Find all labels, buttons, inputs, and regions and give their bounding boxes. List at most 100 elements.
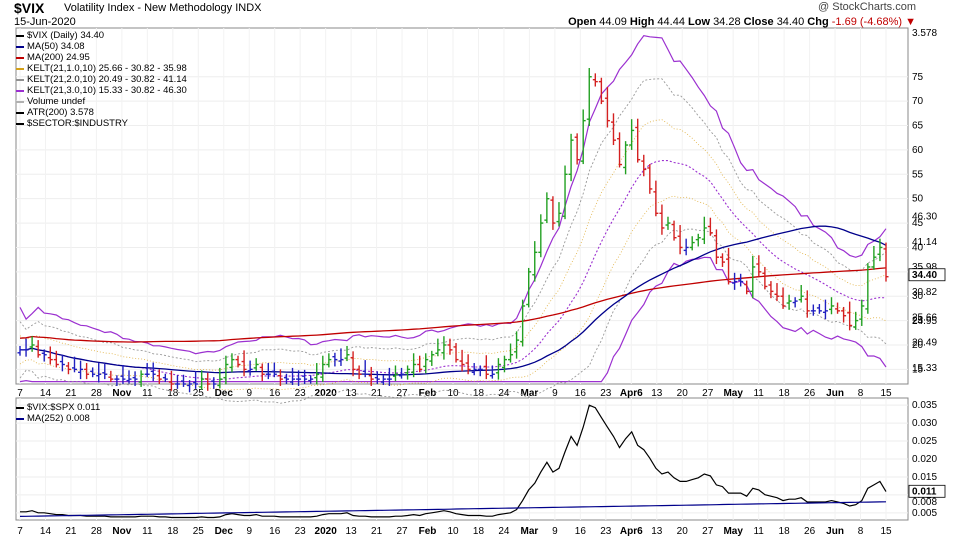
price-y-tick-label: 60 [912,145,924,156]
price-x-tick-label: 16 [269,388,281,399]
ratio-x-tick-label: 23 [600,526,612,537]
ratio-x-tick-label: 2020 [315,526,338,537]
price-x-tick-label: 27 [396,388,408,399]
price-y-tick-label: 70 [912,96,924,107]
price-x-tick-label: Jun [826,388,844,399]
price-x-tick-label: 18 [167,388,179,399]
ratio-legend: $VIX:$SPX 0.011 MA(252) 0.008 [16,402,100,424]
legend-item-swatch [16,67,24,70]
price-x-tick-label: 10 [447,388,459,399]
ratio-x-tick-label: 14 [40,526,52,537]
chg-label: Chg [807,16,829,28]
ratio-x-tick-label: Jun [826,526,844,537]
ratio-x-tick-label: 16 [269,526,281,537]
kelt2-lower-line [19,228,887,404]
price-right-label: 25.66 [912,312,937,323]
price-right-label: 46.30 [912,212,937,223]
price-y-tick-label: 30 [912,291,924,302]
price-x-tick-label: 25 [193,388,205,399]
price-right-label: 15.33 [912,363,937,374]
price-x-tick-label: 9 [552,388,558,399]
legend2-item-swatch [16,417,24,420]
legend-item-swatch [16,100,24,103]
legend-item-swatch [16,45,24,48]
ma200-line [19,267,887,343]
ratio-x-tick-label: 24 [498,526,510,537]
price-right-label: 34.40 [912,270,937,281]
price-x-tick-label: 21 [371,388,383,399]
ratio-x-tick-label: 9 [246,526,252,537]
price-x-tick-label: 23 [600,388,612,399]
price-y-tick-label: 15 [912,364,924,375]
legend-item-swatch [16,56,24,59]
open-label: Open [568,16,597,28]
ratio-x-tick-label: 25 [193,526,205,537]
price-y-tick-label: 25 [912,316,924,327]
price-x-tick-label: 8 [858,388,864,399]
price-x-tick-label: 15 [880,388,892,399]
low-label: Low [688,16,710,28]
open-value: 44.09 [599,16,627,28]
price-x-tick-label: 18 [779,388,791,399]
ratio-x-tick-label: 21 [65,526,77,537]
ratio-x-tick-label: Feb [419,526,437,537]
price-x-tick-label: 21 [65,388,77,399]
legend-item-row: $VIX (Daily) 34.40 [16,30,187,41]
kelt2-upper-line [19,78,887,363]
ratio-x-tick-label: Mar [521,526,539,537]
price-x-tick-label: 20 [677,388,689,399]
ratio-y-tick-label: 0.015 [912,472,937,483]
price-x-tick-label: 11 [753,388,764,399]
price-right-label: 3.578 [912,28,937,39]
price-x-tick-label: Feb [419,388,437,399]
price-x-tick-label: 7 [17,388,23,399]
ratio-y-tick-label: 0.005 [912,508,937,519]
price-legend: $VIX (Daily) 34.40 MA(50) 34.08 MA(200) 24… [16,30,187,129]
ratio-x-tick-label: 11 [142,526,153,537]
ratio-x-tick-label: 11 [753,526,764,537]
price-x-tick-label: 18 [473,388,485,399]
price-x-tick-label: May [723,388,743,399]
legend-item-swatch [16,78,24,81]
ratio-x-tick-label: 10 [447,526,459,537]
ratio-x-tick-label: 13 [651,526,663,537]
legend-item-swatch [16,89,24,92]
price-y-tick-label: 20 [912,340,924,351]
price-x-tick-label: 13 [651,388,663,399]
legend-item-text: KELT(21,1.0,10) 25.66 - 30.82 - 35.98 [27,63,187,74]
price-x-tick-label: 2020 [315,388,338,399]
legend-item-row: $SECTOR:$INDUSTRY [16,118,187,129]
legend-item-row: MA(50) 34.08 [16,41,187,52]
ratio-x-tick-label: 28 [91,526,103,537]
legend-item-row: Volume undef [16,96,187,107]
price-x-tick-label: 11 [142,388,153,399]
price-right-label: 41.14 [912,237,937,248]
price-y-tick-label: 50 [912,194,924,205]
legend2-item-text: $VIX:$SPX 0.011 [27,402,101,413]
kelt3-upper-line [19,35,887,355]
ratio-close-box [908,484,946,498]
price-right-label: 24.95 [912,316,937,327]
chart-header: $VIX Volatility Index - New Methodology … [0,0,960,28]
legend-item-row: KELT(21,2.0,10) 20.49 - 30.82 - 41.14 [16,74,187,85]
price-right-label: 35.98 [912,262,937,273]
price-x-tick-label: 26 [804,388,816,399]
price-y-tick-label: 65 [912,121,924,132]
legend-item-row: KELT(21,1.0,10) 25.66 - 30.82 - 35.98 [16,63,187,74]
ratio-x-tick-label: 16 [575,526,587,537]
kelt-mid-line [20,160,887,381]
ratio-ma-line [19,501,887,517]
ratio-x-tick-label: 26 [804,526,816,537]
ratio-x-tick-label: Apr6 [620,526,643,537]
ratio-line [20,404,887,519]
ratio-y-tick-label: 0.030 [912,418,937,429]
ratio-x-tick-label: 18 [779,526,791,537]
kelt1-upper-line [19,119,887,371]
close-value-box [908,268,946,282]
legend-item-row: ATR(200) 3.578 [16,107,187,118]
legend-item-text: $VIX (Daily) 34.40 [27,30,105,41]
price-y-tick-label: 75 [912,72,924,83]
ratio-y-tick-label: 0.035 [912,400,937,411]
ratio-x-tick-label: 18 [167,526,179,537]
ratio-right-label: 0.008 [912,497,937,508]
